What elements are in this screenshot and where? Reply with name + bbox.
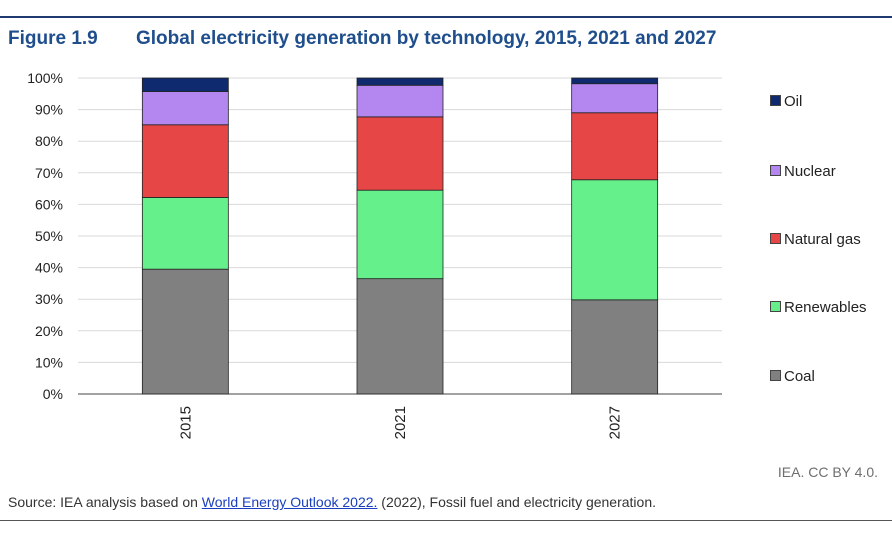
bar-segment-oil-2021 bbox=[356, 77, 444, 86]
y-tick-label: 40% bbox=[35, 260, 63, 276]
y-tick-label: 30% bbox=[35, 291, 63, 307]
legend-swatch bbox=[770, 370, 781, 381]
y-tick-label: 70% bbox=[35, 165, 63, 181]
bar-segment-nuclear-2015 bbox=[141, 91, 229, 126]
bar-segment-nuclear-2027 bbox=[571, 83, 659, 114]
bar-segment-renewables-2021 bbox=[356, 189, 444, 280]
source-note: Source: IEA analysis based on World Ener… bbox=[8, 494, 656, 510]
legend-item-nuclear: Nuclear bbox=[770, 163, 836, 180]
legend-label: Coal bbox=[784, 368, 815, 385]
bar-segment-natural-gas-2027 bbox=[571, 112, 659, 181]
bar-segment-natural-gas-2021 bbox=[356, 116, 444, 191]
legend-item-natural-gas: Natural gas bbox=[770, 231, 861, 248]
figure-title: Global electricity generation by technol… bbox=[136, 28, 717, 49]
y-tick-label: 0% bbox=[43, 386, 63, 402]
y-tick-label: 100% bbox=[27, 70, 63, 86]
x-tick-label: 2027 bbox=[607, 406, 624, 439]
bar-segment-nuclear-2021 bbox=[356, 84, 444, 118]
y-tick-label: 20% bbox=[35, 323, 63, 339]
figure-number: Figure 1.9 bbox=[8, 28, 98, 49]
bar-segment-coal-2027 bbox=[571, 299, 659, 395]
legend-label: Oil bbox=[784, 93, 803, 110]
stacked-bar-chart: 0% 10% 20% 30% 40% 50% 60% 70% 80% 90% 100% 2015 202… bbox=[27, 70, 722, 439]
bar-segment-coal-2015 bbox=[141, 268, 229, 395]
y-tick-label: 10% bbox=[35, 354, 63, 370]
bottom-rule bbox=[0, 520, 892, 521]
x-tick-label: 2015 bbox=[177, 406, 194, 439]
legend-item-oil: Oil bbox=[770, 93, 802, 110]
legend-item-coal: Coal bbox=[770, 368, 815, 385]
y-tick-label: 60% bbox=[35, 196, 63, 212]
bar-segment-coal-2021 bbox=[356, 278, 444, 395]
legend-swatch bbox=[770, 95, 781, 106]
legend-swatch bbox=[770, 301, 781, 312]
source-link[interactable]: World Energy Outlook 2022. bbox=[201, 494, 378, 510]
source-suffix: (2022), Fossil fuel and electricity gene… bbox=[377, 494, 657, 510]
bar-segment-oil-2027 bbox=[571, 77, 659, 85]
y-tick-label: 90% bbox=[35, 102, 63, 118]
bar-segment-renewables-2027 bbox=[571, 179, 659, 301]
legend-label: Renewables bbox=[784, 299, 867, 316]
source-prefix: Source: IEA analysis based on bbox=[8, 494, 202, 510]
bar-segment-oil-2015 bbox=[141, 77, 229, 92]
bar-segment-renewables-2015 bbox=[141, 197, 229, 270]
y-tick-label: 80% bbox=[35, 133, 63, 149]
bar-segment-natural-gas-2015 bbox=[141, 124, 229, 198]
legend-item-renewables: Renewables bbox=[770, 299, 867, 316]
figure-title-row: Figure 1.9 Global electricity generation … bbox=[8, 28, 716, 50]
license-credit: IEA. CC BY 4.0. bbox=[777, 464, 878, 480]
legend-swatch bbox=[770, 233, 781, 244]
legend-label: Nuclear bbox=[784, 163, 836, 180]
legend-swatch bbox=[770, 165, 781, 176]
top-rule bbox=[0, 16, 892, 18]
y-tick-label: 50% bbox=[35, 228, 63, 244]
legend-label: Natural gas bbox=[784, 231, 861, 248]
x-tick-label: 2021 bbox=[392, 406, 409, 439]
